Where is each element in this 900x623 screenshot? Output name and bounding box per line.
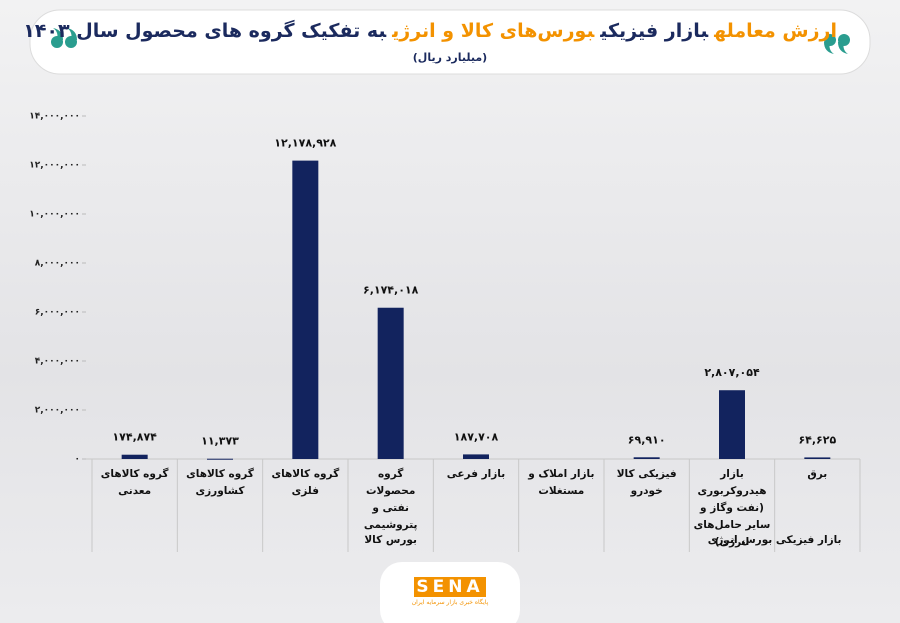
quote-left xyxy=(51,28,77,48)
bar xyxy=(207,458,233,460)
bar xyxy=(121,454,148,459)
value-label: ۶۹,۹۱۰ xyxy=(628,433,666,446)
value-label: ۱۲,۱۷۸,۹۲۸ xyxy=(274,137,336,150)
x-tick-label: بازار املاک و مستغلات xyxy=(528,468,595,497)
bar xyxy=(804,457,831,459)
bar xyxy=(377,307,404,459)
value-label: ۱۸۷,۷۰۸ xyxy=(454,430,499,443)
x-tick-label: بازار هیدروکربوری (نفت وگاز و سایر حامل‌… xyxy=(693,468,771,548)
value-label: ۱۱,۳۷۳ xyxy=(201,435,239,448)
y-tick-label: ۱۲,۰۰۰,۰۰۰ xyxy=(29,161,80,171)
title-part: بورس‌های کالا و انرژی xyxy=(392,20,595,42)
y-tick-label: ۰ xyxy=(75,455,81,465)
x-tick-label: برق xyxy=(807,468,828,480)
x-tick-label: گروه کالاهای معدنی xyxy=(100,468,169,497)
group-label: بازار فیزیکی بورس انرژی xyxy=(707,534,842,546)
x-tick-label: بازار فرعی xyxy=(446,468,506,480)
group-label: بورس کالا xyxy=(364,534,417,546)
value-label: ۱۷۴,۸۷۴ xyxy=(112,431,157,444)
value-label: ۶,۱۷۴,۰۱۸ xyxy=(363,284,419,297)
chart-title: ارزش معاملهبازار فیزیکیبورس‌های کالا و ا… xyxy=(23,20,840,42)
y-tick-label: ۲,۰۰۰,۰۰۰ xyxy=(35,406,80,416)
bar xyxy=(719,390,745,459)
y-tick-label: ۱۴,۰۰۰,۰۰۰ xyxy=(29,112,80,122)
logo: SENA xyxy=(414,577,486,597)
title-part: ارزش معامله xyxy=(714,20,837,42)
y-tick-label: ۶,۰۰۰,۰۰۰ xyxy=(35,308,80,318)
bar xyxy=(292,160,319,459)
x-tick-label: گروه کالاهای فلزی xyxy=(271,468,340,497)
x-tick-label: فیزیکی کالا خودرو xyxy=(616,468,677,497)
bar xyxy=(633,457,660,459)
y-tick-label: ۱۰,۰۰۰,۰۰۰ xyxy=(29,210,80,220)
x-tick-label: گروه کالاهای کشاورزی xyxy=(186,468,254,497)
y-tick-label: ۴,۰۰۰,۰۰۰ xyxy=(35,357,80,367)
header-box xyxy=(29,9,871,75)
bar xyxy=(463,454,489,459)
x-tick-label: گروه محصولات نفتی و پتروشیمی xyxy=(363,468,418,531)
title-part: به تفکیک گروه های محصول سال ۱۴۰۳ xyxy=(23,20,387,42)
logo-tagline: پایگاه خبری بازار سرمایه ایران xyxy=(411,599,489,606)
chart-subtitle: (میلیارد ریال) xyxy=(412,51,488,64)
quote-right xyxy=(824,34,850,54)
value-label: ۲,۸۰۷,۰۵۴ xyxy=(704,366,760,379)
y-tick-label: ۸,۰۰۰,۰۰۰ xyxy=(35,259,80,269)
value-label: ۶۴,۶۲۵ xyxy=(798,433,836,446)
title-part: بازار فیزیکی xyxy=(600,20,709,42)
